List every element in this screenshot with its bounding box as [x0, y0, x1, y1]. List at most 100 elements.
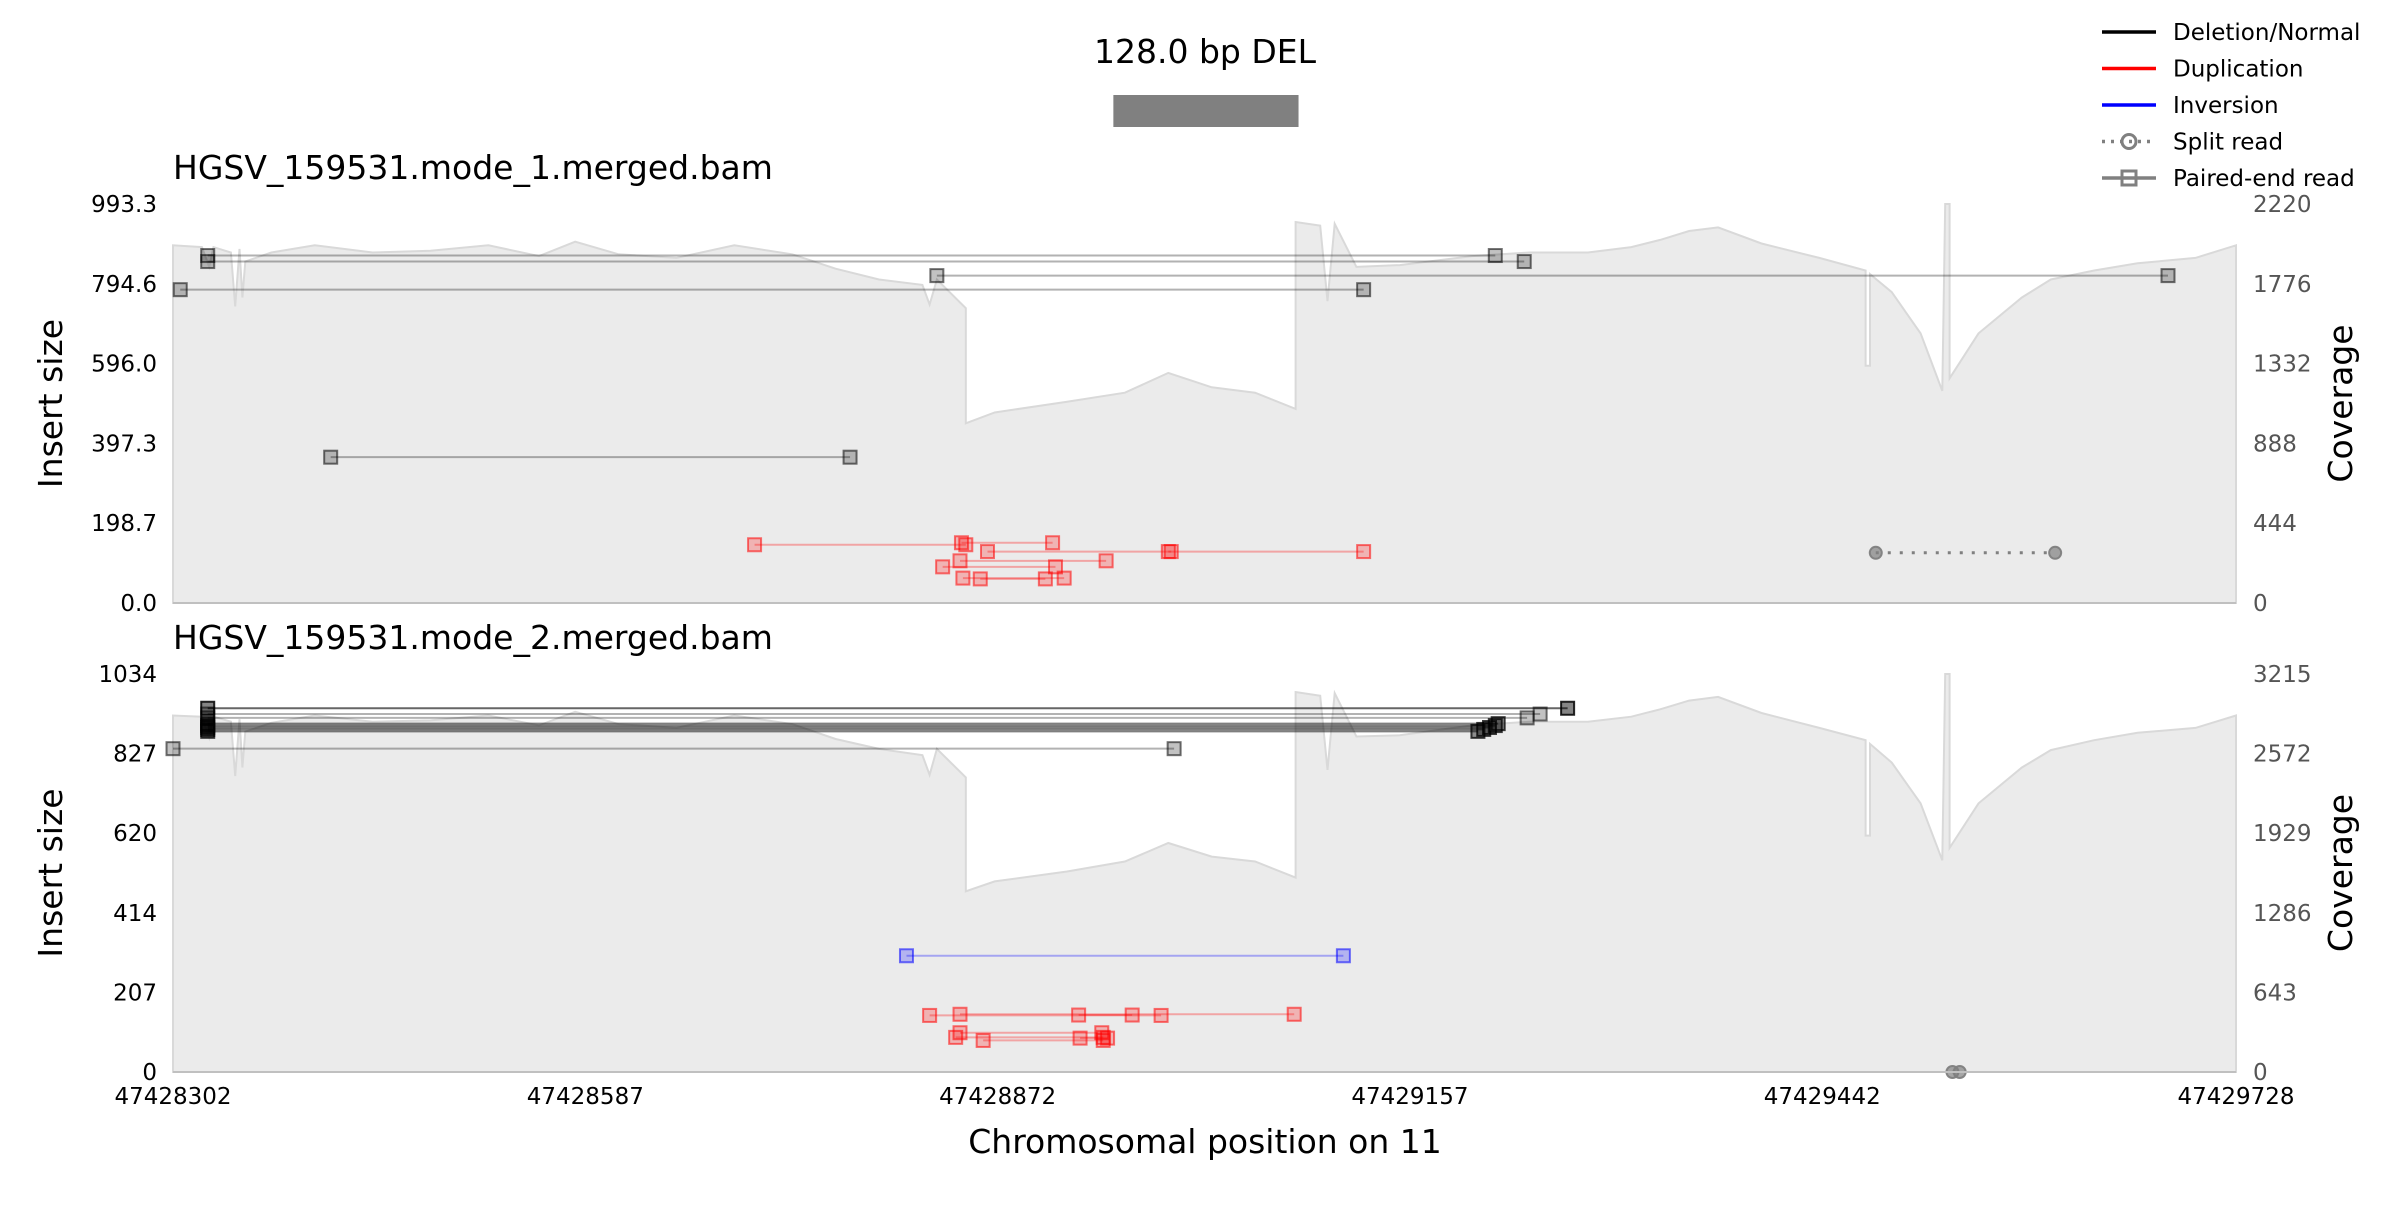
paired-end-read-deletion	[200, 700, 1576, 716]
read-marker	[1124, 1007, 1140, 1023]
legend-label: Inversion	[2173, 93, 2279, 119]
y-tick-label: 596.0	[91, 352, 157, 378]
legend: Deletion/Normal Duplication Inversion Split…	[2102, 20, 2360, 192]
read-marker	[1560, 700, 1576, 716]
legend-entry: Duplication	[2102, 57, 2303, 83]
read-marker	[1045, 535, 1061, 551]
paired-end-read-duplication	[1072, 1030, 1116, 1046]
paired-end-read-duplication	[952, 553, 1114, 569]
read-marker	[952, 1025, 968, 1041]
y-tick-label: 198.7	[91, 511, 157, 537]
y-axis-label: Insert size	[31, 788, 70, 957]
read-marker	[1516, 254, 1532, 270]
y-tick-label: 1034	[98, 662, 157, 688]
legend-entry: Inversion	[2102, 93, 2279, 119]
legend-label: Paired-end read	[2173, 166, 2355, 192]
y2-tick-label: 0	[2253, 1060, 2268, 1086]
read-marker	[842, 449, 858, 465]
paired-end-read-duplication	[955, 570, 1072, 586]
y2-tick-label: 0	[2253, 591, 2268, 617]
legend-label: Split read	[2173, 130, 2283, 156]
paired-end-read-deletion	[200, 248, 1503, 264]
y2-tick-label: 1929	[2253, 821, 2312, 847]
read-marker	[1335, 948, 1351, 964]
y-tick-label: 620	[113, 821, 157, 847]
read-marker	[165, 741, 181, 757]
read-marker	[1356, 282, 1372, 298]
read-marker	[1470, 723, 1486, 739]
read-marker	[1356, 544, 1372, 560]
chart-title: 128.0 bp DEL	[1094, 32, 1317, 71]
x-tick-label: 47428587	[527, 1084, 644, 1110]
paired-end-read-deletion	[929, 268, 2176, 284]
paired-end-read-inversion	[898, 948, 1351, 964]
read-marker	[1037, 571, 1053, 587]
read-marker	[2160, 268, 2176, 284]
read-marker	[929, 268, 945, 284]
event-bar	[1113, 95, 1299, 127]
y2-tick-label: 1286	[2253, 901, 2312, 927]
panel-title: HGSV_159531.mode_1.merged.bam	[173, 148, 773, 187]
panel-1: HGSV_159531.mode_1.merged.bam 993.3 794.6 5…	[31, 148, 2360, 617]
y-tick-label: 414	[113, 901, 157, 927]
paired-end-read-duplication	[922, 1007, 1169, 1023]
read-marker	[898, 948, 914, 964]
paired-end-read-duplication	[747, 537, 974, 553]
x-tick-label: 47428302	[114, 1084, 231, 1110]
coverage-area	[172, 203, 2237, 604]
read-marker	[948, 1029, 964, 1045]
x-tick-label: 47428872	[939, 1084, 1056, 1110]
read-marker	[747, 537, 763, 553]
panel-title: HGSV_159531.mode_2.merged.bam	[173, 618, 773, 657]
panel-2: HGSV_159531.mode_2.merged.bam 1034 827 620 4…	[31, 618, 2360, 1086]
y2-tick-label: 2220	[2253, 192, 2312, 218]
split-read	[1868, 545, 2063, 560]
paired-end-read-duplication	[952, 1006, 1302, 1022]
paired-end-read-deletion	[172, 282, 1372, 298]
x-axis-label: Chromosomal position on 11	[968, 1122, 1442, 1161]
read-marker	[1519, 710, 1535, 726]
y2-tick-label: 3215	[2253, 662, 2312, 688]
read-marker	[172, 282, 188, 298]
y-axis-label: Insert size	[31, 319, 70, 488]
paired-end-read-duplication	[1160, 544, 1179, 560]
y2-tick-label: 1332	[2253, 352, 2312, 378]
read-marker	[1163, 544, 1179, 560]
y2-axis-label: Coverage	[2321, 324, 2360, 482]
legend-entry: Paired-end read	[2102, 166, 2355, 192]
x-axis: 47428302 47428587 47428872 47429157 47429442…	[114, 1084, 2294, 1110]
legend-entry: Split read	[2102, 130, 2283, 156]
split-read-marker	[2048, 545, 2063, 560]
y2-axis-label: Coverage	[2321, 794, 2360, 952]
read-marker	[975, 1032, 991, 1048]
read-marker	[979, 544, 995, 560]
read-marker	[1286, 1006, 1302, 1022]
read-marker	[1072, 1030, 1088, 1046]
read-marker	[1166, 741, 1182, 757]
x-tick-label: 47429442	[1764, 1084, 1881, 1110]
paired-end-read-deletion	[165, 741, 1182, 757]
read-marker	[952, 553, 968, 569]
y2-tick-label: 888	[2253, 431, 2297, 457]
x-tick-label: 47429728	[2177, 1084, 2294, 1110]
paired-end-read-deletion	[200, 723, 1486, 739]
y2-tick-label: 2572	[2253, 742, 2312, 768]
split-read-marker	[1868, 545, 1883, 560]
x-tick-label: 47429157	[1351, 1084, 1468, 1110]
y-tick-label: 827	[113, 742, 157, 768]
y-tick-label: 397.3	[91, 431, 157, 457]
y-tick-label: 0	[142, 1060, 157, 1086]
y-tick-label: 993.3	[91, 192, 157, 218]
paired-end-read-duplication	[953, 535, 1061, 551]
paired-end-read-deletion	[323, 449, 858, 465]
paired-end-read-duplication	[952, 1025, 1110, 1041]
read-marker	[935, 559, 951, 575]
read-marker	[1047, 559, 1063, 575]
read-marker	[1487, 248, 1503, 264]
y2-tick-label: 643	[2253, 980, 2297, 1006]
paired-end-read-deletion	[200, 254, 1532, 270]
legend-swatch-marker	[2120, 169, 2138, 187]
read-marker	[972, 571, 988, 587]
read-marker	[1153, 1007, 1169, 1023]
